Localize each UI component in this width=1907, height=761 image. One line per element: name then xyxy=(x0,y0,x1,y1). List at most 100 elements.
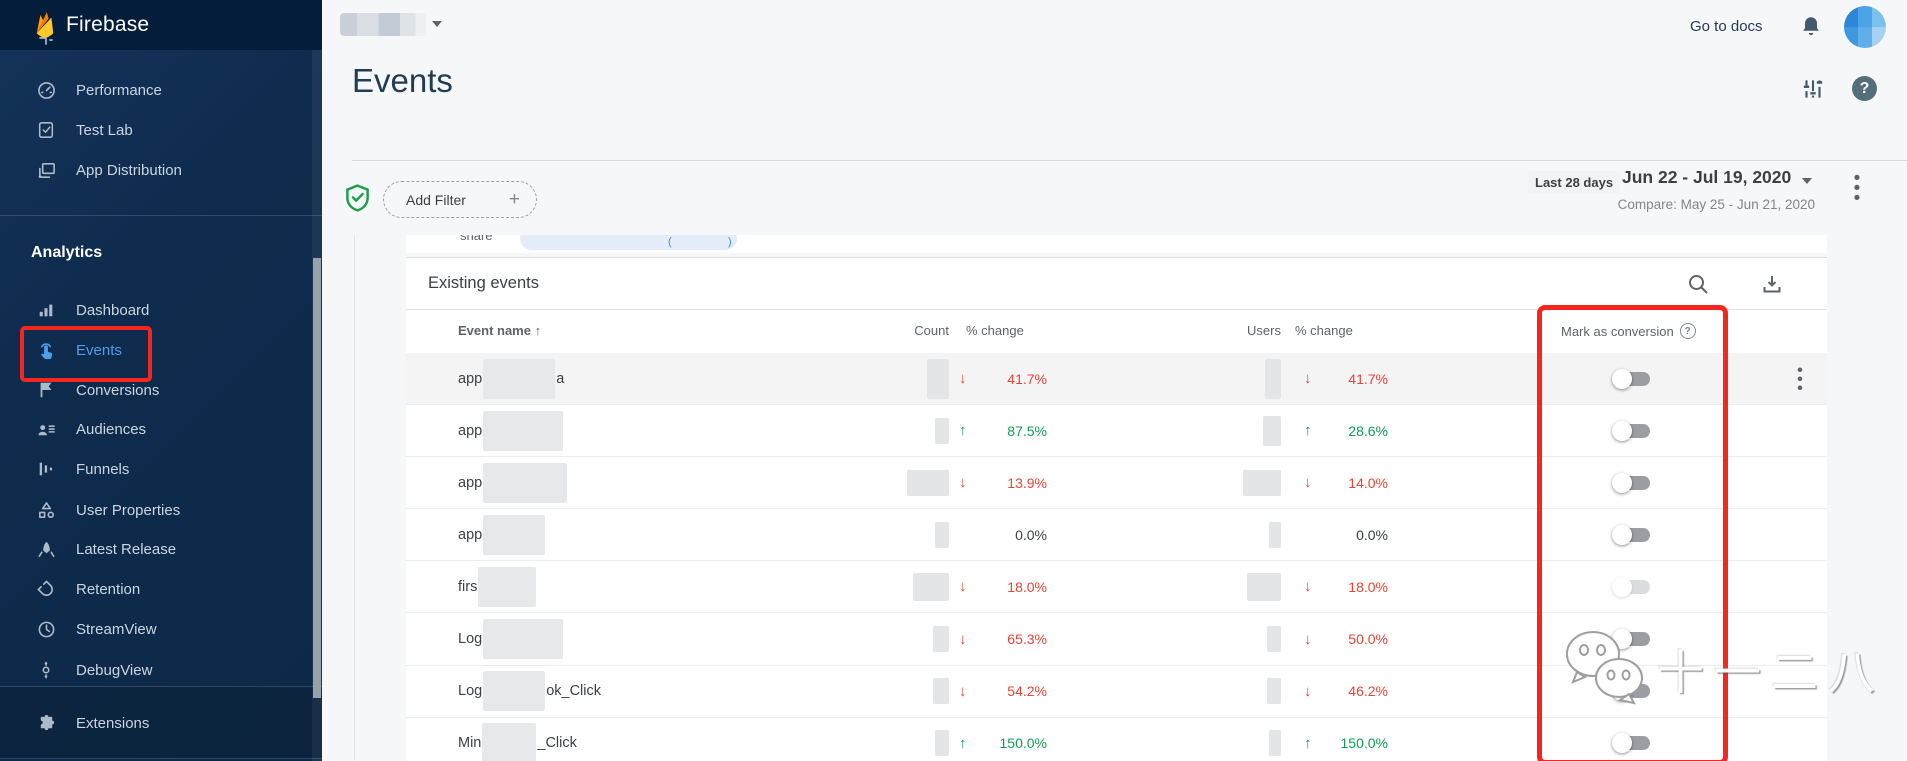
sidebar-item-label: User Properties xyxy=(76,501,181,519)
row-overflow-menu-icon[interactable]: • • • xyxy=(1797,360,1803,398)
table-row[interactable]: app ↑ 87.5% ↑ 28.6% xyxy=(406,405,1827,458)
account-avatar[interactable] xyxy=(1844,6,1886,48)
mark-as-conversion-toggle[interactable] xyxy=(1612,628,1652,650)
column-event-name[interactable]: Event name ↑ xyxy=(458,323,542,338)
overflow-menu-icon[interactable]: • • • xyxy=(1853,168,1861,209)
users-percent-change-cell: 0.0% xyxy=(1304,509,1388,560)
toggle-knob xyxy=(1612,524,1632,545)
event-name-blurred xyxy=(483,514,546,555)
event-name-cell: app xyxy=(458,509,546,560)
analytics-section-title: Analytics xyxy=(31,244,103,261)
sidebar-item-retention[interactable]: Retention xyxy=(0,572,322,606)
header-divider xyxy=(352,160,1907,161)
mark-as-conversion-toggle[interactable] xyxy=(1612,420,1652,442)
percent-change-value: 87.5% xyxy=(1007,422,1047,439)
count-value-blurred xyxy=(935,417,949,444)
notifications-bell-icon[interactable] xyxy=(1798,14,1824,45)
sidebar-bottom-band xyxy=(0,687,322,758)
app-distribution-icon xyxy=(36,160,56,180)
page-title: Events xyxy=(352,62,453,99)
table-row[interactable]: Min _Click ↑ 150.0% ↑ 150.0% xyxy=(406,717,1827,761)
column-percent-change[interactable]: % change xyxy=(966,323,1024,338)
sidebar-item-app-distribution[interactable]: App Distribution xyxy=(0,153,322,187)
table-body: app a ↓ 41.7% ↓ 41.7% • • • app ↑ 87.5% ↑ 28.6% app ↓ 13… xyxy=(406,353,1827,761)
arrow-down-icon: ↓ xyxy=(959,630,967,648)
sidebar-item-dashboard[interactable]: Dashboard xyxy=(0,293,322,327)
sidebar-item-events[interactable]: Events xyxy=(0,333,322,367)
column-users[interactable]: Users xyxy=(1247,323,1281,338)
event-name-prefix: app xyxy=(458,422,483,439)
table-row[interactable]: app ↓ 13.9% ↓ 14.0% xyxy=(406,457,1827,510)
tune-sliders-icon[interactable] xyxy=(1800,76,1826,107)
sidebar-item-audiences[interactable]: Audiences xyxy=(0,412,322,446)
firebase-logo-icon xyxy=(36,12,54,38)
table-row[interactable]: app 0.0% 0.0% xyxy=(406,509,1827,562)
event-name-prefix: app xyxy=(458,370,483,387)
sidebar-item-funnels[interactable]: Funnels xyxy=(0,452,322,486)
arrow-up-icon: ↑ xyxy=(1304,734,1312,752)
users-percent-change-cell: ↓ 14.0% xyxy=(1304,457,1388,508)
sidebar-item-latest-release[interactable]: Latest Release xyxy=(0,532,322,566)
sidebar-item-label: Audiences xyxy=(76,420,147,438)
arrow-down-icon: ↓ xyxy=(959,578,967,596)
percent-change-value: 41.7% xyxy=(1007,370,1047,387)
users-value-blurred xyxy=(1263,415,1281,446)
users-percent-change-cell: ↑ 150.0% xyxy=(1304,718,1388,761)
toggle-knob xyxy=(1612,576,1632,597)
table-row[interactable]: Log ↓ 65.3% ↓ 50.0% xyxy=(406,613,1827,666)
help-glyph: ? xyxy=(1859,79,1870,97)
event-name-cell: Log xyxy=(458,613,564,664)
sidebar-divider xyxy=(0,686,322,687)
mark-as-conversion-toggle[interactable] xyxy=(1612,576,1652,598)
users-percent-change-value: 41.7% xyxy=(1348,370,1388,387)
firebase-brand-header[interactable]: Firebase xyxy=(0,0,322,50)
arrow-up-icon: ↑ xyxy=(959,422,967,440)
sidebar-item-extensions[interactable]: Extensions xyxy=(0,706,322,740)
shield-check-icon xyxy=(344,183,371,218)
table-row[interactable]: Log ok_Click ↓ 54.2% ↓ 46.2% xyxy=(406,665,1827,718)
percent-change-value: 65.3% xyxy=(1007,631,1047,648)
project-selector-blurred[interactable] xyxy=(340,13,426,36)
clipped-icon xyxy=(36,36,56,52)
sidebar-item-debugview[interactable]: DebugView xyxy=(0,653,322,687)
add-filter-label: Add Filter xyxy=(406,191,466,208)
table-row[interactable]: firs ↓ 18.0% ↓ 18.0% xyxy=(406,561,1827,614)
percent-change-cell: ↓ 13.9% xyxy=(959,457,1047,508)
mark-as-conversion-toggle[interactable] xyxy=(1612,680,1652,702)
help-circle-icon[interactable]: ? xyxy=(1679,323,1696,339)
download-icon[interactable] xyxy=(1760,272,1784,301)
users-percent-change-value: 46.2% xyxy=(1348,683,1388,700)
go-to-docs-link[interactable]: Go to docs xyxy=(1690,18,1763,35)
divider xyxy=(406,309,1827,310)
column-users-percent-change[interactable]: % change xyxy=(1295,323,1353,338)
sidebar-item-streamview[interactable]: StreamView xyxy=(0,612,322,646)
sidebar-item-performance[interactable]: Performance xyxy=(0,73,322,107)
users-percent-change-value: 18.0% xyxy=(1348,578,1388,595)
chevron-down-icon xyxy=(1802,178,1812,184)
sidebar-item-user-properties[interactable]: User Properties xyxy=(0,493,322,527)
percent-change-value: 13.9% xyxy=(1007,474,1047,491)
sidebar-item-label: App Distribution xyxy=(76,161,182,179)
sidebar-scrollbar-thumb[interactable] xyxy=(313,258,321,698)
add-filter-button[interactable]: Add Filter + xyxy=(383,181,537,218)
percent-change-cell: ↓ 65.3% xyxy=(959,613,1047,664)
help-icon[interactable]: ? xyxy=(1852,76,1877,101)
debug-route-icon xyxy=(36,660,56,680)
mark-as-conversion-toggle[interactable] xyxy=(1612,368,1652,390)
table-row[interactable]: app a ↓ 41.7% ↓ 41.7% • • • xyxy=(406,353,1827,406)
paren-glyph: ( xyxy=(668,236,672,248)
compare-range-label: Compare: May 25 - Jun 21, 2020 xyxy=(1617,197,1815,212)
toggle-knob xyxy=(1612,681,1632,702)
event-name-suffix: _Click xyxy=(537,735,577,752)
date-range-selector[interactable]: Jun 22 - Jul 19, 2020 xyxy=(1622,167,1792,187)
sidebar-item-conversions[interactable]: Conversions xyxy=(0,373,322,407)
users-value-blurred xyxy=(1265,358,1281,399)
mark-as-conversion-toggle[interactable] xyxy=(1612,732,1652,754)
mark-as-conversion-toggle[interactable] xyxy=(1612,524,1652,546)
mark-as-conversion-toggle[interactable] xyxy=(1612,472,1652,494)
search-icon[interactable] xyxy=(1686,272,1710,301)
count-value-blurred xyxy=(933,626,949,653)
sidebar-item-test-lab[interactable]: Test Lab xyxy=(0,113,322,147)
content-left-rule xyxy=(354,235,355,761)
column-count[interactable]: Count xyxy=(914,323,949,338)
